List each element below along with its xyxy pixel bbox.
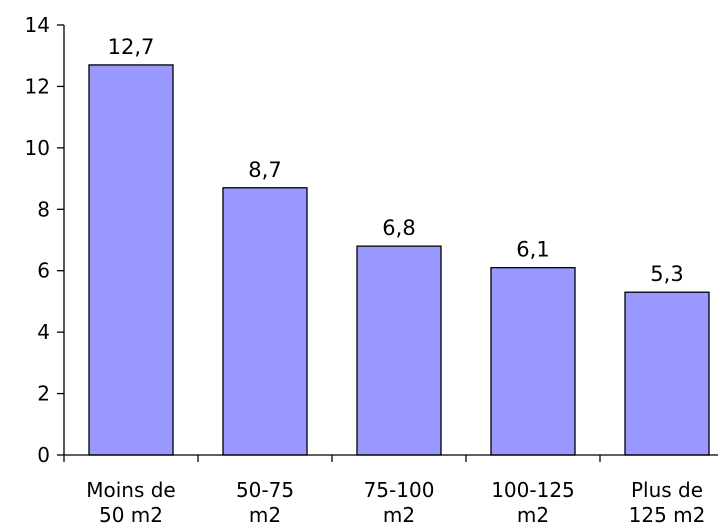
x-tick-label-line: m2 — [517, 503, 549, 526]
y-tick-label: 4 — [37, 320, 50, 344]
data-label: 8,7 — [248, 158, 281, 182]
y-tick-label: 12 — [25, 74, 50, 98]
x-tick-label-line: m2 — [249, 503, 281, 526]
x-tick-label: 100-125 m2 — [491, 478, 575, 526]
x-tick-label-line: 100-125 — [491, 478, 575, 502]
bar — [356, 245, 442, 456]
x-tick-label-line: 50 m2 — [99, 503, 163, 526]
y-tick-label: 14 — [25, 13, 50, 37]
y-tick-label: 2 — [37, 382, 50, 406]
data-label: 5,3 — [650, 262, 683, 286]
x-tick-label-line: 125 m2 — [629, 503, 706, 526]
bars: 12,7 8,7 6,8 6,1 5,3 — [88, 35, 710, 456]
y-tick-label: 8 — [37, 197, 50, 221]
x-tick-label-line: 50-75 — [236, 478, 294, 502]
x-tick-label: Plus de 125 m2 — [629, 478, 706, 526]
y-tick-label: 6 — [37, 259, 50, 283]
data-label: 6,8 — [382, 216, 415, 240]
data-label: 12,7 — [108, 35, 155, 59]
x-tick-label-line: Plus de — [631, 478, 703, 502]
bar — [88, 64, 174, 456]
x-tick-label: 50-75 m2 — [236, 478, 294, 526]
x-tick-label: 75-100 m2 — [364, 478, 435, 526]
bar — [222, 187, 308, 456]
x-tick-label: Moins de 50 m2 — [86, 478, 176, 526]
x-tick-label-line: Moins de — [86, 478, 176, 502]
y-tick-label: 10 — [25, 136, 50, 160]
y-axis: 0 2 4 6 8 10 12 14 — [25, 13, 65, 467]
bar — [624, 291, 710, 456]
y-tick-label: 0 — [37, 443, 50, 467]
bar — [490, 266, 576, 456]
x-tick-label-line: 75-100 — [364, 478, 435, 502]
x-tick-label-line: m2 — [383, 503, 415, 526]
data-label: 6,1 — [516, 238, 549, 262]
